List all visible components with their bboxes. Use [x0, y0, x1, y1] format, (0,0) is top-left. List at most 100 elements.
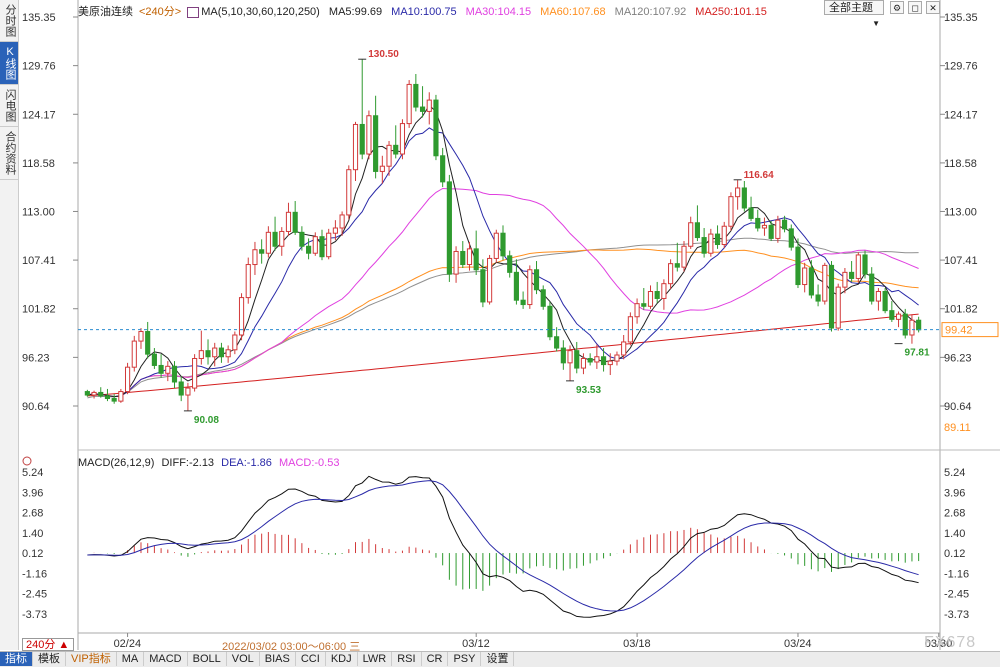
ma60-value: MA60:107.68 — [540, 6, 606, 18]
candle-body — [212, 347, 218, 358]
price-tick-label-right: 129.76 — [944, 61, 978, 73]
ma250-line — [87, 313, 919, 397]
macd-tick-label-left: 2.68 — [22, 508, 43, 520]
candle-body — [634, 303, 640, 318]
price-tick-label-left: 118.58 — [22, 158, 55, 170]
time-tick-label: 03/24 — [784, 638, 812, 650]
high-price-annotation: 130.50 — [368, 49, 399, 60]
side-tabs: 分时图 K线图 闪电图 合约资料 — [0, 0, 19, 650]
candle-body — [205, 350, 211, 358]
price-tick-label-right: 135.35 — [944, 12, 978, 24]
price-tick-label-left: 129.76 — [22, 61, 56, 73]
candle-body — [668, 263, 674, 285]
dropdown-arrow-icon: ▼ — [872, 19, 880, 28]
candle-body — [473, 248, 479, 271]
indicator-toolbar: 指标 模板 VIP指标 MA MACD BOLL VOL BIAS CCI KDJ LWR RSI CR… — [0, 651, 1000, 667]
candle-body — [527, 269, 533, 306]
candle-body — [259, 249, 265, 254]
macd-settings-icon — [22, 456, 32, 466]
theme-select-label: 全部主题 — [829, 2, 873, 14]
toolbar-psy[interactable]: PSY — [448, 652, 482, 666]
period-label: <240分> — [139, 6, 182, 18]
candle-body — [379, 165, 385, 172]
candle-body — [808, 267, 814, 296]
close-icon[interactable]: ✕ — [926, 1, 940, 14]
toolbar-kdj[interactable]: KDJ — [326, 652, 358, 666]
macd-params: MACD(26,12,9) — [78, 457, 155, 469]
toolbar-templates[interactable]: 模板 — [33, 652, 66, 666]
side-tab-flash[interactable]: 闪电图 — [0, 85, 18, 127]
candle-body — [902, 313, 908, 336]
candle-body — [493, 232, 499, 259]
toolbar-boll[interactable]: BOLL — [188, 652, 227, 666]
ma30-line — [87, 187, 919, 398]
current-price-label: 99.42 — [945, 325, 973, 337]
candle-body — [346, 169, 352, 216]
candle-body — [574, 350, 580, 369]
toolbar-bias[interactable]: BIAS — [260, 652, 296, 666]
side-tab-timeshare[interactable]: 分时图 — [0, 0, 18, 42]
candle-body — [145, 331, 151, 355]
macd-tick-label-right: -2.45 — [944, 589, 969, 601]
theme-select-button[interactable]: 全部主题 ▼ — [824, 0, 884, 28]
candle-body — [272, 231, 278, 247]
macd-tick-label-right: -1.16 — [944, 568, 969, 580]
macd-tick-label-left: 0.12 — [22, 548, 43, 560]
toolbar-macd[interactable]: MACD — [144, 652, 188, 666]
toolbar-cci[interactable]: CCI — [296, 652, 326, 666]
candle-body — [158, 364, 164, 374]
candle-body — [319, 236, 325, 258]
toolbar-rsi[interactable]: RSI — [392, 652, 422, 666]
candle-body — [124, 366, 131, 393]
candle-body — [795, 246, 801, 286]
candle-body — [560, 347, 566, 364]
candle-body — [688, 222, 694, 247]
candle-body — [406, 83, 412, 125]
period-selector[interactable]: 240分 ▲ — [22, 638, 74, 651]
candle-body — [641, 303, 647, 307]
candle-body — [111, 398, 117, 402]
macd-tick-label-right: -3.73 — [944, 609, 969, 621]
candle-body — [741, 187, 747, 209]
candle-body — [674, 263, 680, 268]
price-tick-label-left: 96.23 — [22, 352, 50, 364]
toolbar-indicators[interactable]: 指标 — [0, 652, 33, 666]
candle-body — [909, 319, 915, 336]
candle-body — [440, 155, 446, 183]
settings-icon[interactable]: ⚙ — [890, 1, 904, 14]
macd-tick-label-right: 5.24 — [944, 467, 965, 479]
macd-tick-label-left: 3.96 — [22, 487, 43, 499]
macd-tick-label-left: -1.16 — [22, 568, 47, 580]
candle-body — [104, 395, 111, 400]
price-tick-label-right: 107.41 — [944, 255, 978, 267]
candle-body — [694, 222, 700, 239]
ma120-line — [87, 237, 919, 399]
side-tab-kline[interactable]: K线图 — [0, 42, 18, 85]
toolbar-vol[interactable]: VOL — [227, 652, 260, 666]
candle-body — [426, 99, 432, 112]
candle-body — [869, 273, 875, 302]
side-tab-contract-info[interactable]: 合约资料 — [0, 127, 18, 180]
candle-body — [332, 227, 338, 234]
price-chart[interactable]: 135.35 135.35 129.76 129.76 124.17 124.17 118.… — [0, 0, 1000, 651]
toolbar-settings[interactable]: 设置 — [481, 652, 515, 666]
price-tick-label-left: 90.64 — [22, 401, 50, 413]
toolbar-lwr[interactable]: LWR — [358, 652, 393, 666]
candle-body — [587, 357, 593, 363]
candle-body — [285, 211, 292, 232]
legend-toggle-icon[interactable] — [187, 6, 200, 18]
candle-body — [131, 340, 137, 368]
macd-tick-label-left: -2.45 — [22, 589, 47, 601]
restore-icon[interactable]: ◻ — [908, 1, 922, 14]
toolbar-vip-indicators[interactable]: VIP指标 — [66, 652, 117, 666]
toolbar-ma[interactable]: MA — [117, 652, 145, 666]
candle-body — [875, 291, 882, 302]
macd-macd-value: MACD:-0.53 — [278, 457, 340, 469]
candle-body — [245, 264, 251, 299]
candle-body — [775, 219, 781, 239]
macd-dea-value: DEA:-1.86 — [221, 457, 272, 469]
candle-body — [198, 350, 204, 359]
toolbar-cr[interactable]: CR — [422, 652, 449, 666]
candle-body — [533, 269, 540, 291]
candle-body — [84, 391, 90, 396]
